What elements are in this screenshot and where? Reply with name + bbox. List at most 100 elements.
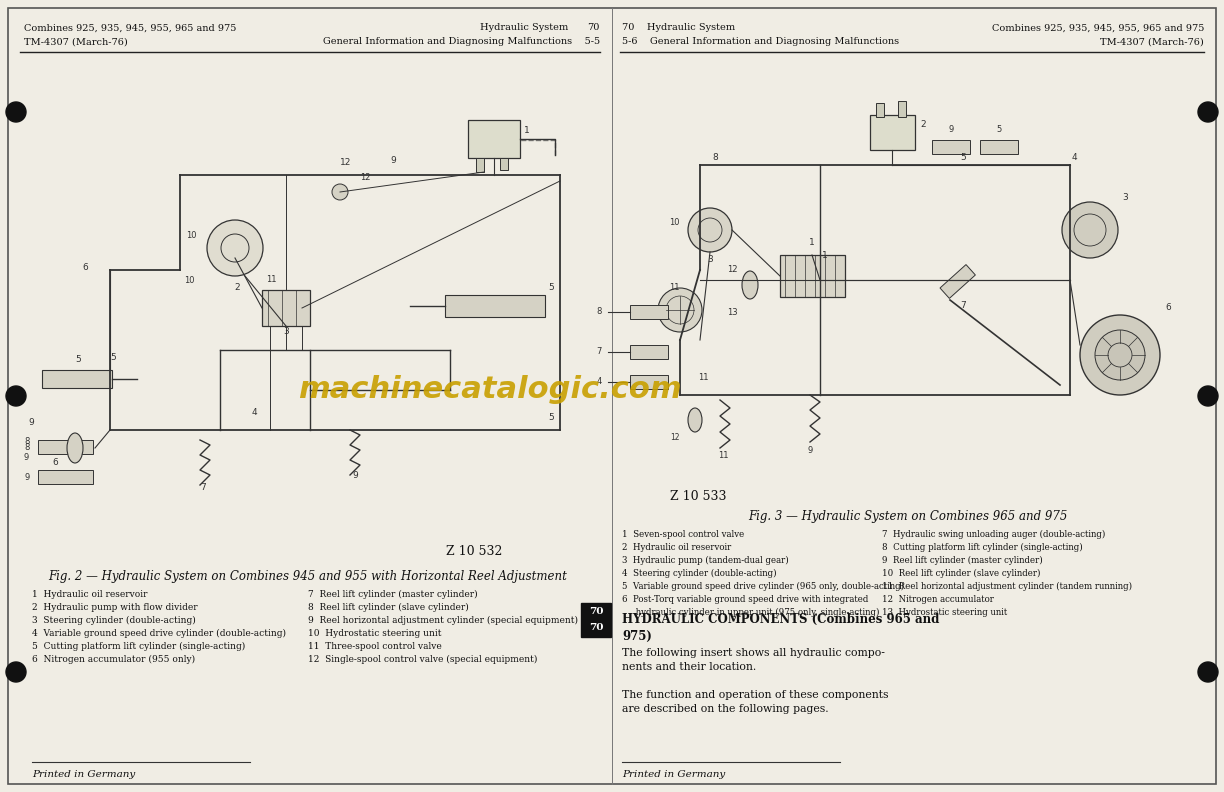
- Text: 7  Hydraulic swing unloading auger (double-acting): 7 Hydraulic swing unloading auger (doubl…: [883, 530, 1105, 539]
- Circle shape: [1198, 102, 1218, 122]
- Text: Combines 925, 935, 945, 955, 965 and 975: Combines 925, 935, 945, 955, 965 and 975: [24, 24, 236, 32]
- Text: 8  Cutting platform lift cylinder (single-acting): 8 Cutting platform lift cylinder (single…: [883, 543, 1083, 552]
- Text: 9: 9: [949, 125, 953, 134]
- Text: 11: 11: [718, 451, 728, 460]
- Text: 5-6    General Information and Diagnosing Malfunctions: 5-6 General Information and Diagnosing M…: [622, 37, 900, 47]
- Text: TM-4307 (March-76): TM-4307 (March-76): [1100, 37, 1204, 47]
- Text: 9: 9: [353, 471, 357, 480]
- Text: 5  Variable ground speed drive cylinder (965 only, double-acting): 5 Variable ground speed drive cylinder (…: [622, 582, 905, 591]
- Bar: [38, 440, 93, 454]
- Bar: [446, 295, 545, 317]
- Circle shape: [332, 184, 348, 200]
- Text: 4  Variable ground speed drive cylinder (double-acting): 4 Variable ground speed drive cylinder (…: [32, 629, 286, 638]
- Text: 1  Seven-spool control valve: 1 Seven-spool control valve: [622, 530, 744, 539]
- Text: 5: 5: [960, 153, 966, 162]
- Text: 12: 12: [340, 158, 351, 167]
- Text: 11  Reel horizontal adjustment cylinder (tandem running): 11 Reel horizontal adjustment cylinder (…: [883, 582, 1132, 591]
- Text: 2: 2: [234, 283, 240, 292]
- Text: 1  Hydraulic oil reservoir: 1 Hydraulic oil reservoir: [32, 590, 148, 599]
- Text: 12: 12: [671, 433, 681, 442]
- Text: 13  Hydrostatic steering unit: 13 Hydrostatic steering unit: [883, 608, 1007, 617]
- Bar: [581, 603, 611, 637]
- Text: 1: 1: [823, 251, 827, 260]
- Text: 11  Three-spool control valve: 11 Three-spool control valve: [308, 642, 442, 651]
- Text: 1: 1: [809, 238, 815, 247]
- Bar: [262, 290, 310, 326]
- Text: 12: 12: [727, 265, 738, 274]
- Bar: [38, 470, 93, 484]
- Text: 9: 9: [24, 453, 29, 462]
- Bar: [630, 345, 668, 359]
- Text: 2  Hydraulic pump with flow divider: 2 Hydraulic pump with flow divider: [32, 603, 197, 612]
- Text: 4: 4: [597, 378, 602, 386]
- Text: 8  Reel lift cylinder (slave cylinder): 8 Reel lift cylinder (slave cylinder): [308, 603, 469, 612]
- Text: 10  Reel lift cylinder (slave cylinder): 10 Reel lift cylinder (slave cylinder): [883, 569, 1040, 578]
- Text: 8: 8: [24, 437, 29, 446]
- Text: 4  Steering cylinder (double-acting): 4 Steering cylinder (double-acting): [622, 569, 776, 578]
- Text: 3  Hydraulic pump (tandem-dual gear): 3 Hydraulic pump (tandem-dual gear): [622, 556, 788, 565]
- Text: General Information and Diagnosing Malfunctions    5-5: General Information and Diagnosing Malfu…: [323, 37, 600, 47]
- Text: 70: 70: [588, 24, 600, 32]
- Text: Hydraulic System: Hydraulic System: [480, 24, 568, 32]
- Ellipse shape: [742, 271, 758, 299]
- Circle shape: [6, 102, 26, 122]
- Circle shape: [659, 288, 703, 332]
- Bar: [630, 375, 668, 389]
- Text: The following insert shows all hydraulic compo-
nents and their location.

The f: The following insert shows all hydraulic…: [622, 648, 889, 714]
- Text: 1: 1: [524, 126, 530, 135]
- Text: Z 10 533: Z 10 533: [670, 490, 727, 503]
- Circle shape: [1080, 315, 1160, 395]
- Text: Printed in Germany: Printed in Germany: [32, 770, 135, 779]
- Text: 9: 9: [808, 446, 813, 455]
- Text: HYDRAULIC COMPONENTS (Combines 965 and
975): HYDRAULIC COMPONENTS (Combines 965 and 9…: [622, 613, 939, 643]
- Text: 4: 4: [1072, 153, 1077, 162]
- Text: 9: 9: [24, 473, 31, 482]
- Ellipse shape: [688, 408, 703, 432]
- Text: 3: 3: [1122, 193, 1127, 202]
- Text: 12  Nitrogen accumulator: 12 Nitrogen accumulator: [883, 595, 994, 604]
- Text: 5: 5: [996, 125, 1001, 134]
- Bar: [476, 158, 483, 172]
- Text: 10  Hydrostatic steering unit: 10 Hydrostatic steering unit: [308, 629, 442, 638]
- Text: 70    Hydraulic System: 70 Hydraulic System: [622, 24, 736, 32]
- Circle shape: [6, 386, 26, 406]
- Text: 5  Cutting platform lift cylinder (single-acting): 5 Cutting platform lift cylinder (single…: [32, 642, 245, 651]
- Text: 9: 9: [390, 156, 395, 165]
- Text: 7: 7: [596, 348, 602, 356]
- Text: Fig. 2 — Hydraulic System on Combines 945 and 955 with Horizontal Reel Adjustmen: Fig. 2 — Hydraulic System on Combines 94…: [49, 570, 568, 583]
- Text: 9: 9: [28, 418, 34, 427]
- Text: 6  Post-Torq variable ground speed drive with integrated: 6 Post-Torq variable ground speed drive …: [622, 595, 868, 604]
- Text: 2  Hydraulic oil reservoir: 2 Hydraulic oil reservoir: [622, 543, 731, 552]
- Bar: [876, 103, 884, 117]
- Text: 5: 5: [110, 353, 116, 362]
- Circle shape: [207, 220, 263, 276]
- Text: Printed in Germany: Printed in Germany: [622, 770, 726, 779]
- Text: TM-4307 (March-76): TM-4307 (March-76): [24, 37, 127, 47]
- Text: 6  Nitrogen accumulator (955 only): 6 Nitrogen accumulator (955 only): [32, 655, 195, 664]
- Text: hydraulic cylinder in upper unit (975 only, single-acting): hydraulic cylinder in upper unit (975 on…: [622, 608, 880, 617]
- Text: 11: 11: [670, 283, 681, 292]
- Bar: [499, 158, 508, 170]
- Text: 6: 6: [53, 458, 58, 467]
- Text: 8: 8: [712, 153, 717, 162]
- Text: 7  Reel lift cylinder (master cylinder): 7 Reel lift cylinder (master cylinder): [308, 590, 477, 599]
- Circle shape: [1095, 330, 1144, 380]
- Text: 8: 8: [24, 443, 31, 451]
- Text: 10: 10: [185, 276, 195, 285]
- Text: 5: 5: [548, 283, 553, 292]
- Text: 6: 6: [82, 263, 88, 272]
- Text: 12  Single-spool control valve (special equipment): 12 Single-spool control valve (special e…: [308, 655, 537, 664]
- Text: Combines 925, 935, 945, 955, 965 and 975: Combines 925, 935, 945, 955, 965 and 975: [991, 24, 1204, 32]
- Text: Fig. 3 — Hydraulic System on Combines 965 and 975: Fig. 3 — Hydraulic System on Combines 96…: [748, 510, 1067, 523]
- Text: machinecatalogic.com: machinecatalogic.com: [299, 375, 682, 405]
- Text: 3  Steering cylinder (double-acting): 3 Steering cylinder (double-acting): [32, 616, 196, 625]
- Text: 10: 10: [186, 231, 197, 240]
- Text: 12: 12: [360, 173, 371, 182]
- Text: 10: 10: [670, 218, 681, 227]
- Circle shape: [1062, 202, 1118, 258]
- Text: 9  Reel lift cylinder (master cylinder): 9 Reel lift cylinder (master cylinder): [883, 556, 1043, 565]
- Text: 11: 11: [266, 275, 277, 284]
- Bar: [980, 140, 1018, 154]
- Bar: [870, 115, 916, 150]
- Bar: [931, 140, 969, 154]
